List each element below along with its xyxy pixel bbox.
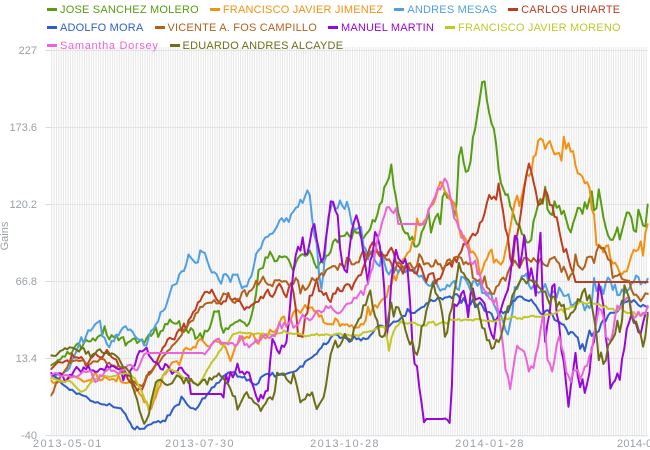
svg-text:173.6: 173.6 — [9, 122, 37, 134]
svg-text:2013-05-01: 2013-05-01 — [33, 438, 103, 450]
svg-text:2014-01-28: 2014-01-28 — [455, 438, 525, 450]
svg-text:2013-07-30: 2013-07-30 — [165, 438, 235, 450]
svg-text:Gains: Gains — [0, 221, 11, 250]
svg-text:66.8: 66.8 — [16, 276, 37, 288]
svg-text:227: 227 — [19, 45, 37, 57]
svg-text:13.4: 13.4 — [16, 353, 37, 365]
svg-text:120.2: 120.2 — [9, 199, 37, 211]
svg-text:-40: -40 — [21, 430, 37, 442]
svg-text:2013-10-28: 2013-10-28 — [310, 438, 380, 450]
svg-text:2014-04: 2014-04 — [617, 438, 650, 450]
